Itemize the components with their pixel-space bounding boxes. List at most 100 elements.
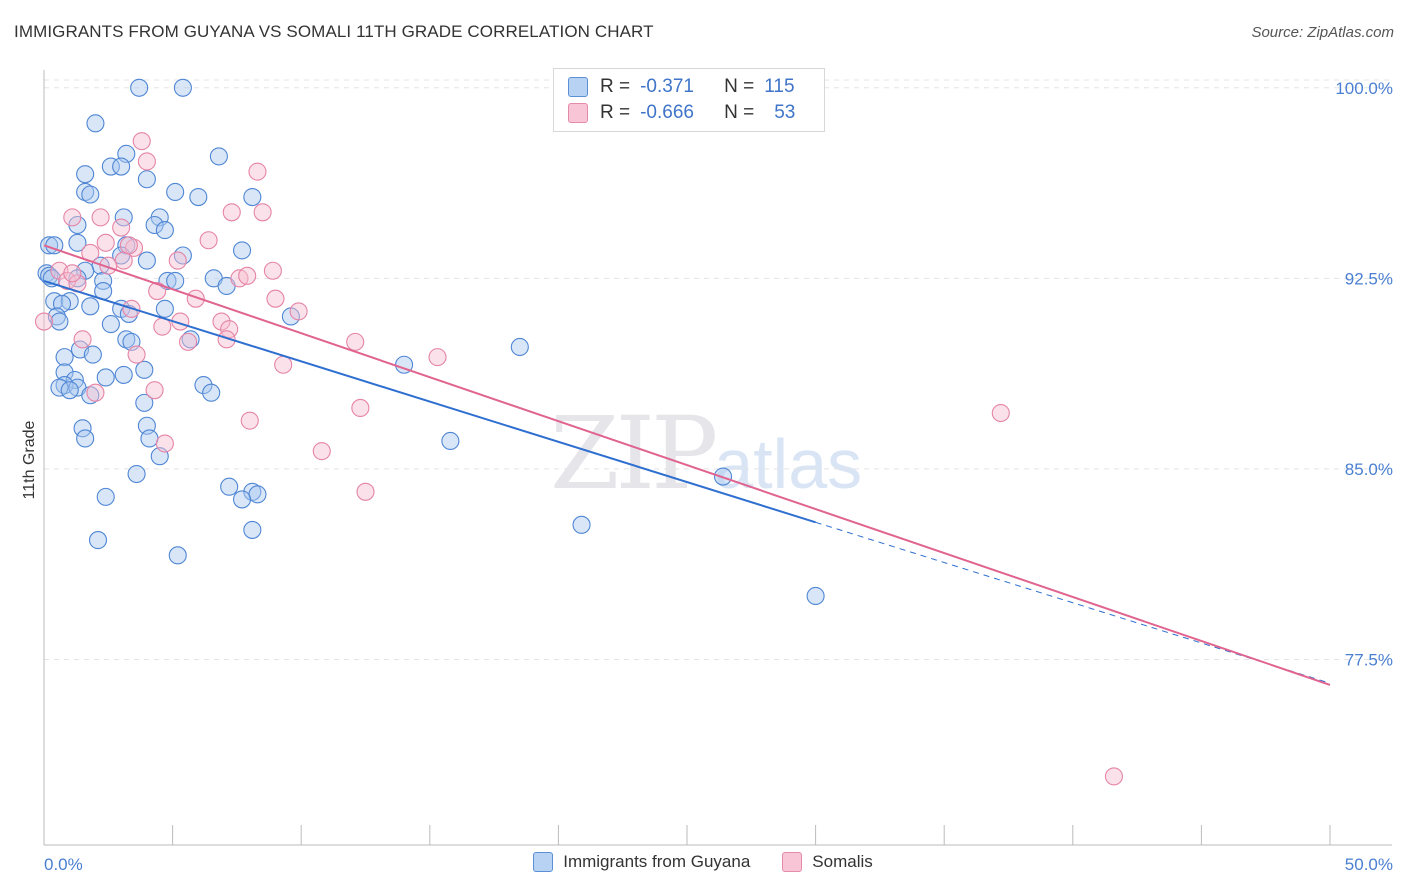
legend-swatch-blue: [568, 77, 588, 97]
legend-r-value: -0.371: [640, 76, 694, 97]
y-tick-label: 100.0%: [1335, 79, 1393, 98]
guyana-point: [166, 271, 185, 290]
legend-r-key: R =: [600, 102, 631, 123]
source-label: Source: ZipAtlas.com: [1251, 24, 1394, 41]
x-tick-label: 50.0%: [1345, 855, 1393, 874]
guyana-point: [114, 365, 133, 384]
series-legend: Immigrants from Guyana Somalis: [0, 852, 1406, 872]
watermark: ZIPatlas: [550, 395, 862, 512]
y-tick-label: 77.5%: [1345, 651, 1393, 670]
y-tick-label: 85.0%: [1345, 460, 1393, 479]
guyana-point: [806, 586, 825, 606]
somalis-point: [212, 312, 231, 331]
somalis-point: [351, 398, 370, 418]
guyana-point: [168, 546, 187, 565]
somalis-point: [186, 289, 205, 308]
watermark-zip: ZIP: [550, 395, 718, 512]
grid-lines: [44, 79, 1392, 661]
legend-r-key: R =: [600, 76, 631, 97]
guyana-point: [60, 381, 79, 400]
guyana-point: [101, 157, 120, 176]
series-guyana-points: [37, 78, 825, 606]
guyana-point: [145, 215, 164, 235]
somalis-point: [127, 345, 146, 364]
guyana-point: [232, 490, 252, 509]
guyana-point: [248, 485, 267, 504]
guyana-point: [40, 266, 59, 285]
somalis-point: [148, 282, 167, 301]
guyana-point: [130, 78, 149, 97]
somalis-point: [248, 162, 267, 181]
somalis-point: [155, 434, 174, 453]
guyana-point: [155, 299, 174, 318]
guyana-point: [140, 429, 159, 448]
somalis-point: [274, 355, 293, 374]
guyana-point: [81, 185, 100, 204]
somalis-point: [137, 152, 156, 171]
somalis-point: [217, 330, 236, 349]
somalis-point: [63, 264, 82, 283]
somalis-point: [289, 302, 308, 321]
watermark-atlas: atlas: [714, 425, 863, 503]
somalis-point: [222, 203, 241, 222]
guyana-point: [173, 78, 192, 97]
legend-n-value: 53: [774, 102, 796, 123]
legend-item-somalis: Somalis: [782, 852, 873, 872]
guyana-point: [81, 386, 100, 405]
legend-row-somalis: R = -0.666 N = 53: [568, 100, 795, 126]
guyana-point: [194, 376, 213, 395]
x-tick-label: 0.0%: [44, 855, 83, 874]
guyana-point: [243, 520, 262, 539]
guyana-point: [243, 187, 262, 207]
guyana-point: [112, 157, 131, 176]
series-somalis-points: [34, 132, 1124, 786]
guyana-point: [117, 330, 136, 349]
guyana-point: [181, 330, 200, 349]
somalis-point: [253, 203, 272, 222]
guyana-point: [220, 477, 239, 496]
legend-label-somalis: Somalis: [812, 852, 873, 871]
somalis-point: [91, 208, 110, 227]
somalis-point: [119, 236, 138, 255]
y-tick-label: 92.5%: [1345, 269, 1393, 288]
legend-n-value: 115: [764, 76, 795, 97]
guyana-point: [101, 315, 120, 334]
guyana-point: [572, 515, 591, 534]
somalis-point: [1104, 767, 1124, 786]
trend-lines: [43, 244, 1331, 686]
guyana-point: [173, 246, 192, 265]
guyana-point: [68, 269, 87, 288]
guyana-point: [86, 114, 105, 133]
legend-n-key: N =: [724, 102, 755, 123]
somalis-point: [86, 383, 105, 402]
somalis-point: [114, 251, 133, 270]
guyana-point: [83, 345, 102, 364]
somalis-point: [238, 266, 257, 285]
legend-item-guyana: Immigrants from Guyana: [533, 852, 750, 872]
guyana-point: [155, 221, 174, 240]
somalis-trend-line: [43, 244, 1331, 686]
guyana-point: [135, 360, 154, 379]
somalis-point: [428, 348, 447, 367]
legend-swatch-pink: [568, 103, 588, 123]
guyana-point: [137, 251, 156, 270]
somalis-point: [346, 332, 365, 351]
guyana-trend-line: [43, 279, 816, 524]
guyana-point: [510, 337, 529, 357]
guyana-point: [189, 187, 208, 207]
chart-title: IMMIGRANTS FROM GUYANA VS SOMALI 11TH GR…: [14, 22, 654, 41]
guyana-trend-extension: [815, 521, 1331, 684]
guyana-point: [232, 241, 252, 260]
correlation-legend: R = -0.371 N = 115 R = -0.666 N = 53: [553, 68, 825, 132]
somalis-point: [178, 332, 198, 351]
guyana-point: [81, 297, 100, 316]
somalis-point: [312, 442, 331, 461]
guyana-point: [50, 312, 69, 331]
legend-n-key: N =: [724, 76, 755, 97]
legend-swatch-pink: [782, 852, 803, 872]
guyana-point: [76, 429, 95, 448]
somalis-point: [132, 132, 151, 151]
guyana-point: [209, 147, 228, 166]
somalis-point: [356, 482, 375, 501]
